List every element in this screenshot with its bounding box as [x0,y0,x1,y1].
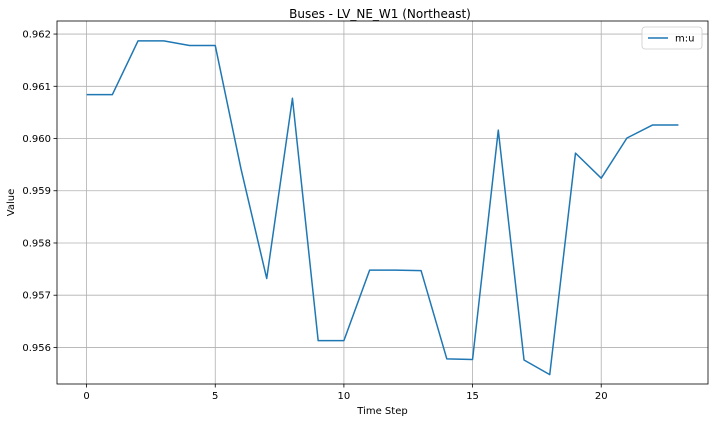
y-tick-label: 0.957 [22,291,51,302]
grid [57,21,708,384]
y-tick-label: 0.960 [22,134,51,145]
y-tick-label: 0.962 [22,30,51,41]
y-tick-label: 0.959 [22,186,51,197]
series-layer [86,40,679,376]
x-tick-label: 10 [338,391,351,402]
y-axis-label: Value [6,189,17,216]
y-tick-label: 0.958 [22,238,51,249]
y-tick-label: 0.961 [22,82,51,93]
legend: m:u [641,26,703,50]
x-tick-label: 5 [212,391,218,402]
chart-title: Buses - LV_NE_W1 (Northeast) [289,7,471,21]
plot-frame [56,20,709,385]
series-line [86,40,679,376]
y-axis-ticks: 0.956 0.957 0.958 0.959 0.960 0.961 0.962 [22,30,57,354]
x-axis-label: Time Step [356,406,407,417]
legend-box [641,26,703,50]
x-tick-label: 20 [595,391,608,402]
x-tick-label: 15 [466,391,479,402]
x-tick-label: 0 [83,391,89,402]
x-axis-ticks: 0 5 10 15 20 [83,384,608,402]
legend-label: m:u [675,34,694,45]
y-tick-label: 0.956 [22,343,51,354]
